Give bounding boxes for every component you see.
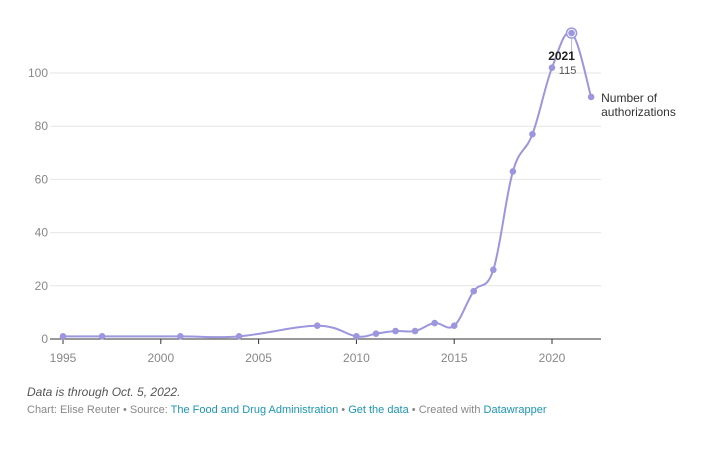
y-tick-label: 100 [28,66,48,80]
data-point [587,93,595,101]
data-point [431,319,438,327]
highlight-year-label: 2021 [548,49,575,63]
data-point [490,266,497,274]
series-line [63,31,593,339]
footer-separator: • [338,404,349,416]
get-data-link[interactable]: Get the data [348,404,409,416]
data-point [353,333,360,340]
footer-separator: • Created with [408,404,484,416]
data-point [98,333,106,340]
x-tick-label: 2020 [539,351,566,365]
datawrapper-link[interactable]: Datawrapper [483,404,547,416]
data-point [470,287,478,295]
data-point [59,333,67,340]
series-label: Number of authorizations [601,91,676,119]
chart-byline: Chart: Elise Reuter [27,404,120,416]
data-point [450,322,458,330]
y-tick-label: 0 [41,332,48,346]
y-tick-label: 40 [35,226,49,240]
data-point [509,168,517,175]
line-chart: 0 20 40 60 80 100 1995 2000 2005 2010 2015 2020 2021… [28,27,676,365]
data-point [177,333,184,340]
x-tick-label: 2000 [147,351,174,365]
data-point [313,322,321,330]
data-point [568,29,575,37]
data-point [548,64,556,71]
chart-footer: Chart: Elise Reuter • Source: The Food a… [27,404,547,416]
x-tick-label: 2010 [343,351,370,365]
chart-notes: Data is through Oct. 5, 2022. [27,385,181,399]
data-point [372,330,380,337]
highlight-value-label: 115 [559,65,577,77]
x-tick-label: 1995 [50,351,77,365]
source-link[interactable]: The Food and Drug Administration [170,404,339,416]
data-point [235,333,243,340]
data-point [411,327,419,335]
data-point [392,327,399,335]
y-tick-label: 60 [35,172,49,186]
x-tick-label: 2015 [441,351,468,365]
y-tick-label: 80 [35,119,49,133]
y-tick-label: 20 [35,279,49,293]
footer-separator: • Source: [119,404,171,416]
data-point [529,130,536,138]
x-tick-label: 2005 [245,351,272,365]
